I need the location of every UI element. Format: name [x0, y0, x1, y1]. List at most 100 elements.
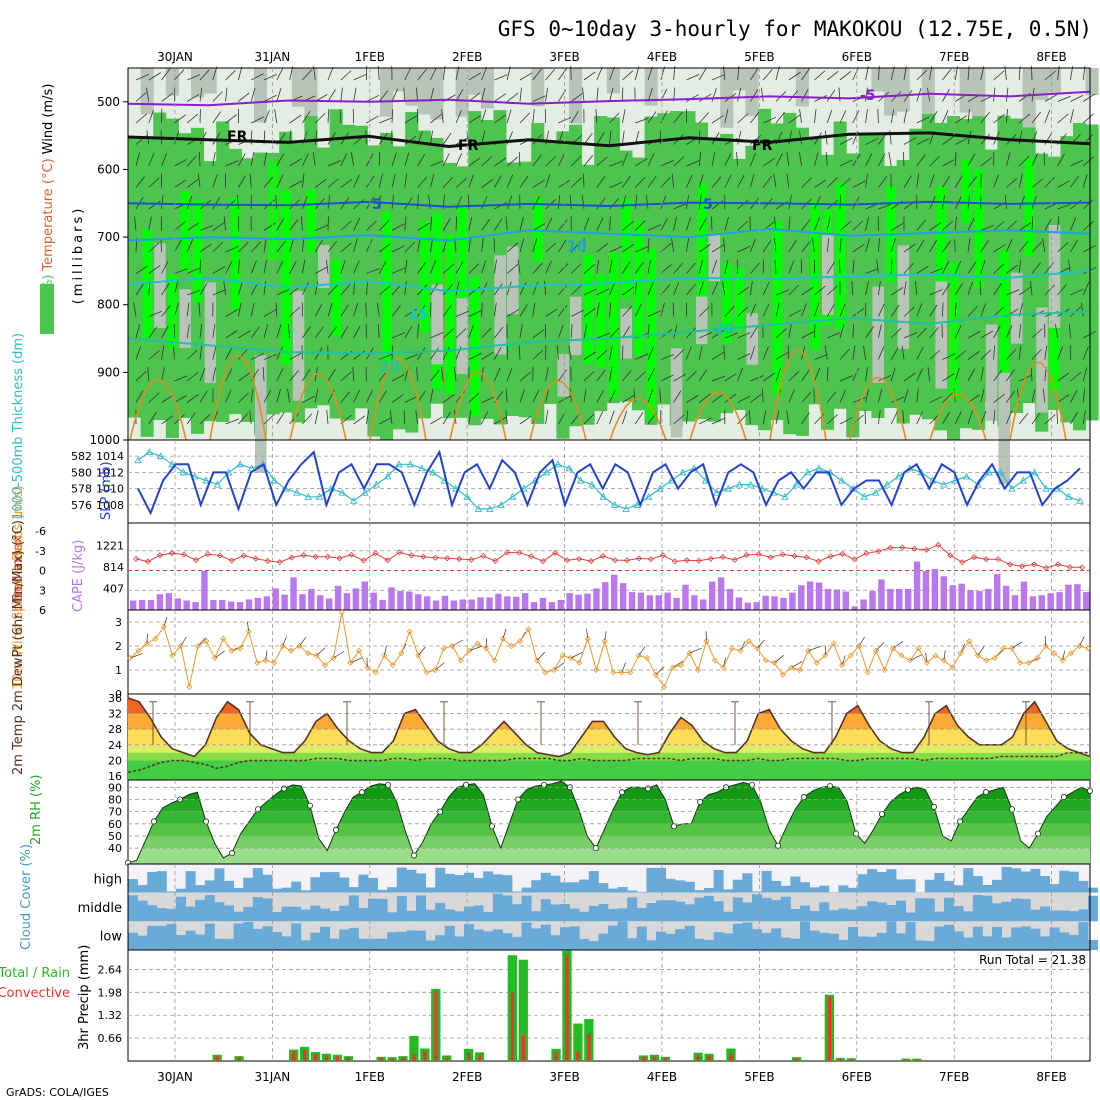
- wind-barb: [686, 410, 689, 425]
- wind-barb: [788, 371, 800, 382]
- cape-bar: [1002, 585, 1010, 610]
- wind-barb: [455, 177, 467, 188]
- cloud-category-label: middle: [78, 901, 122, 916]
- thickness-marker: [361, 488, 369, 496]
- wind10m-barb: [468, 645, 482, 652]
- wind-barb: [379, 353, 393, 360]
- lifted-index-marker: [767, 554, 774, 561]
- wind10m-marker: [898, 652, 905, 659]
- cape-bar: [459, 599, 466, 610]
- wind-barb: [186, 349, 198, 360]
- cape-bar: [557, 599, 564, 610]
- cape-bar: [584, 593, 591, 610]
- wind-barb: [212, 266, 226, 274]
- wind-barb: [417, 261, 427, 274]
- cloud-cell: [828, 910, 839, 922]
- wind-barb: [1006, 349, 1017, 360]
- wind-barb: [391, 152, 397, 167]
- wind-barb: [249, 410, 252, 425]
- rh-shade-cell: [179, 289, 191, 348]
- wind-barb: [532, 281, 539, 296]
- wind-barb: [442, 177, 454, 188]
- rh-shade-cell: [872, 286, 884, 383]
- cloud-cell: [569, 926, 580, 950]
- cloud-cell: [924, 879, 935, 893]
- wind-barb: [404, 173, 408, 188]
- thickness-marker: [656, 484, 664, 492]
- wind-barb: [980, 303, 987, 317]
- wind-barb: [839, 194, 841, 210]
- wind-barb: [801, 369, 810, 382]
- wind-barb: [839, 389, 846, 403]
- rh2m-marker: [671, 823, 678, 830]
- wind-barb: [186, 393, 199, 403]
- wind10m-barb: [553, 662, 564, 671]
- wind-barb: [327, 240, 338, 253]
- rh-shade-cell: [871, 68, 885, 92]
- cloud-cell: [953, 931, 964, 950]
- lifted-index-marker: [552, 549, 559, 557]
- rh-shade-cell: [445, 234, 455, 394]
- cloud-cell: [502, 895, 513, 922]
- precip-convective-bar: [303, 1049, 307, 1061]
- wind-barb: [481, 218, 491, 231]
- cloud-cell: [416, 895, 426, 922]
- wind-barb: [148, 216, 152, 231]
- cloud-cell: [848, 909, 858, 922]
- wind10m-tick-label: 3: [115, 616, 122, 629]
- wind-barb: [762, 372, 776, 382]
- rh-shade-cell: [193, 200, 203, 303]
- wind-barb: [1057, 216, 1060, 231]
- wind-barb: [980, 410, 987, 425]
- wind-barb: [570, 155, 582, 167]
- precip-convective-bar: [390, 1058, 394, 1061]
- wind-barb: [762, 282, 770, 296]
- wind-barb: [902, 410, 905, 425]
- rh-shade-cell: [909, 128, 923, 415]
- cloud-category-label: high: [94, 872, 122, 887]
- wind-barb: [622, 369, 632, 382]
- cape-bar: [780, 597, 787, 610]
- date-label-bottom: 5FEB: [744, 1070, 774, 1084]
- wind-barb: [197, 173, 201, 188]
- lifted-index-marker: [731, 556, 738, 563]
- cloud-cell: [464, 924, 474, 950]
- rh2m-marker: [410, 852, 417, 859]
- wind-barb: [980, 260, 986, 274]
- wind-barb: [801, 219, 811, 231]
- precip-tick-label: 1.98: [98, 986, 123, 999]
- wind-barb: [481, 66, 488, 81]
- lifted-index-marker: [647, 556, 654, 563]
- thickness-marker: [1008, 484, 1016, 492]
- wind-barb: [225, 87, 228, 102]
- cloud-cell: [281, 887, 292, 893]
- wind-barb: [799, 130, 802, 145]
- rh-shade-cell: [455, 68, 469, 117]
- cape-bar: [708, 581, 716, 610]
- thickness-marker: [1030, 468, 1039, 476]
- wind-barb: [1043, 151, 1046, 167]
- wind-barb: [609, 112, 620, 124]
- wind-barb: [1006, 410, 1013, 425]
- wind-barb: [673, 324, 678, 339]
- wind10m-marker: [949, 664, 956, 671]
- rh-shade-cell: [772, 221, 783, 395]
- cloud-cell: [992, 926, 1002, 950]
- wind-barb: [352, 366, 354, 382]
- wind10m-barb: [1011, 641, 1023, 649]
- slp-ylabel: SLP (mb): [99, 461, 114, 520]
- rh-shade-cell: [670, 348, 683, 438]
- wind-barb: [391, 394, 404, 403]
- cloud-cell: [675, 901, 686, 922]
- cloud-cell: [617, 887, 628, 893]
- cape-bar: [210, 599, 217, 610]
- cloud-cell: [195, 885, 206, 893]
- wind-barb: [773, 216, 777, 231]
- cloud-cell: [1040, 936, 1050, 950]
- wind10m-barb: [655, 666, 665, 676]
- wind-barb: [263, 281, 266, 296]
- rh-shade-cell: [999, 249, 1009, 379]
- wind10m-barb: [214, 650, 225, 659]
- precip-convective-bar: [434, 990, 438, 1061]
- wind-barb: [391, 108, 394, 124]
